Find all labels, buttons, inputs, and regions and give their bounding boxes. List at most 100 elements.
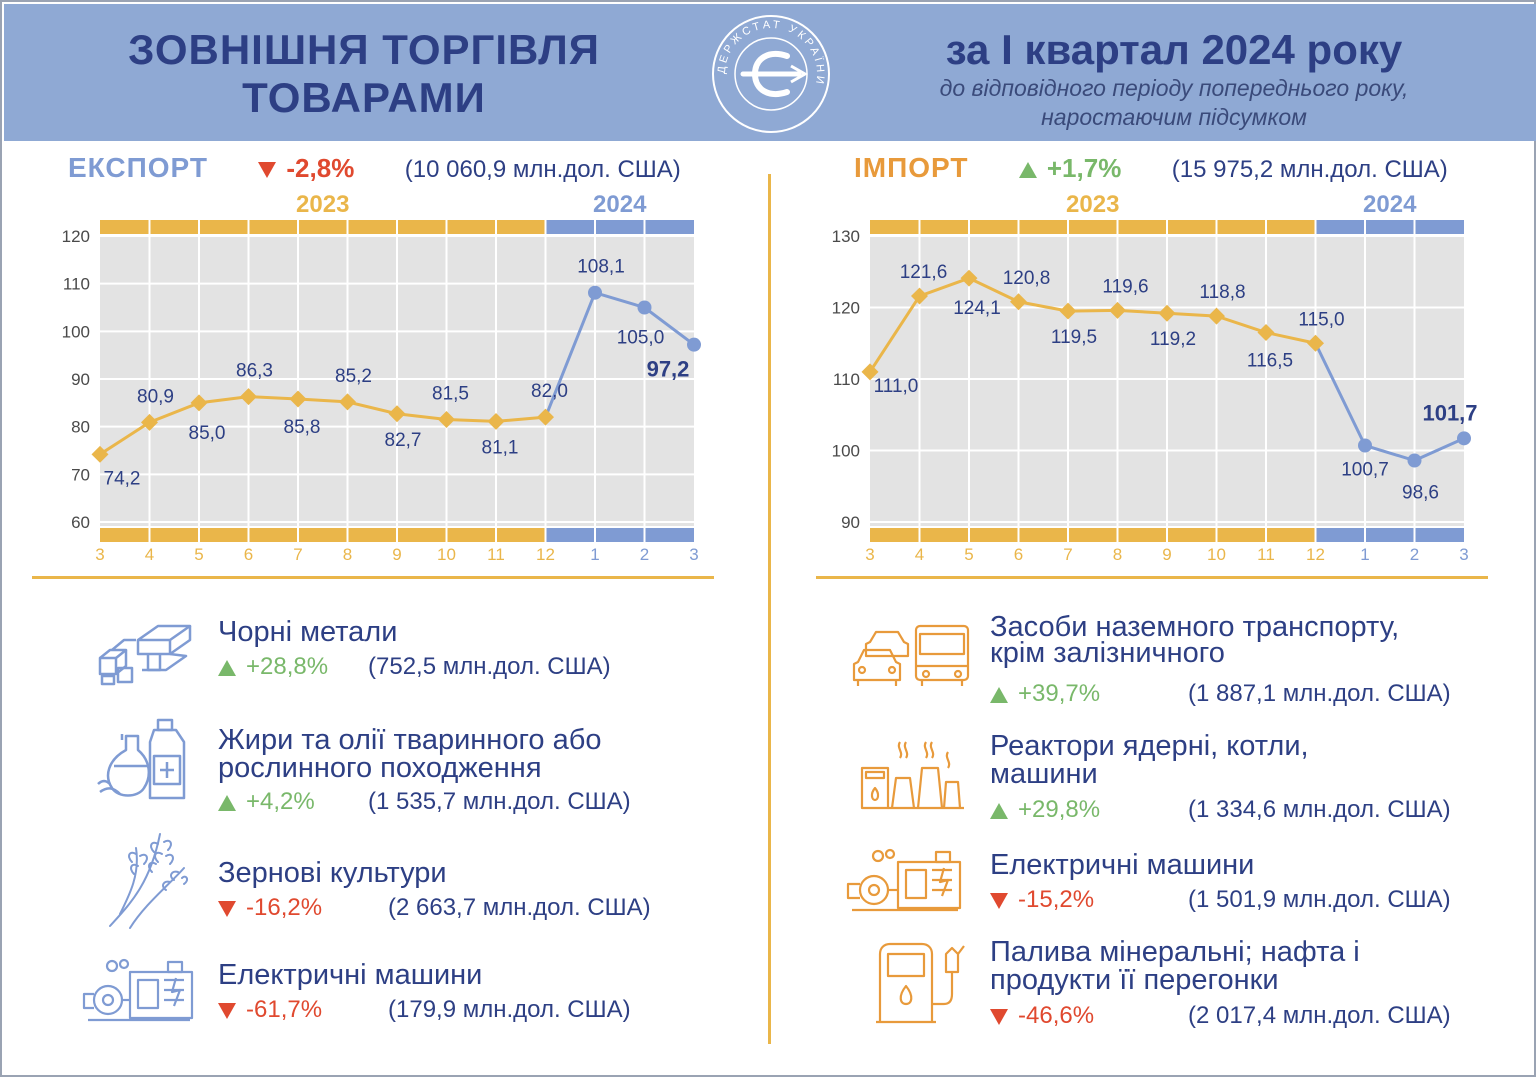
data-label: 100,7 [1341,459,1389,480]
import-header: ІМПОРТ +1,7% (15 975,2 млн.дол. США) [854,152,1448,184]
item-name: Засоби наземного транспорту, крім залізн… [990,611,1400,669]
y-tick-label: 80 [71,418,90,437]
data-point [339,393,356,411]
cars-bus-icon [852,624,970,686]
year-label-2023: 2023 [1066,191,1119,218]
export-change-value: -2,8% [286,153,355,183]
item-value: (1 535,7 млн.дол. США) [368,788,631,815]
data-label: 85,2 [335,366,372,387]
import-change: +1,7% [1018,153,1122,183]
y-tick-label: 120 [832,299,860,318]
period-subtitle: до відповідного періоду попереднього рок… [939,75,1409,130]
reactor-icon [860,741,964,810]
x-tick-label: 2 [1410,545,1419,564]
data-label: 82,0 [531,381,568,402]
data-label: 115,0 [1298,309,1344,330]
center-divider [768,174,771,1044]
item-change-value: +29,8% [1018,796,1101,823]
y-tick-label: 100 [832,442,860,461]
x-tick-label: 6 [244,545,253,564]
x-tick-label: 12 [1306,545,1325,564]
item-change: -61,7% [218,996,338,1024]
x-tick-label: 8 [1113,545,1122,564]
year-bar-2024-bottom [545,528,694,542]
item-value: (1 501,9 млн.дол. США) [1188,886,1451,913]
item-name: Електричні машини [990,849,1255,881]
down-arrow-icon [258,162,277,179]
item-value: (179,9 млн.дол. США) [388,996,631,1023]
import-value: (15 975,2 млн.дол. США) [1171,156,1448,183]
data-point [1407,453,1422,468]
year-label-2024: 2024 [593,191,647,218]
data-point [141,413,158,431]
y-tick-label: 110 [833,370,860,389]
series-line-2023 [868,276,1316,373]
item-value: (1 334,6 млн.дол. США) [1188,796,1451,823]
item-value: (2 017,4 млн.дол. США) [1188,1002,1451,1029]
y-tick-label: 120 [62,227,90,246]
data-point [438,411,455,429]
up-arrow-icon [990,802,1008,819]
import-title: ІМПОРТ [854,152,969,183]
data-point [1358,438,1372,453]
data-label: 118,8 [1199,282,1245,303]
item-name: Електричні машини [218,959,483,991]
y-tick-label: 110 [63,275,90,294]
data-point [289,390,307,408]
item-change-value: -16,2% [246,894,323,921]
export-divider [32,576,714,579]
period-title: за І квартал 2024 року [945,26,1403,73]
import-item-road-vehicles: Засоби наземного транспорту, крім залізн… [990,611,1510,708]
item-change-value: +4,2% [246,788,315,815]
import-change-value: +1,7% [1046,153,1122,183]
series-line-2024 [544,290,695,418]
down-arrow-icon [218,1002,236,1019]
export-item-grain: Зернові культури -16,2% (2 663,7 млн.дол.… [218,858,738,922]
x-tick-label: 7 [1063,545,1072,564]
data-point [588,285,602,300]
y-tick-label: 100 [62,322,90,341]
x-tick-label: 2 [640,545,649,564]
import-divider [816,576,1488,579]
item-name: Жири та олії тваринного або рослинного п… [218,724,602,784]
export-title: ЕКСПОРТ [68,152,208,183]
x-tick-label: 5 [194,545,203,564]
y-tick-label: 60 [71,513,90,532]
data-point [687,337,701,352]
data-label: 124,1 [953,298,1001,319]
data-point [960,269,978,287]
export-item-ferrous-metals: Чорні метали +28,8% (752,5 млн.дол. США) [218,617,738,681]
series-line-2024 [1314,342,1465,463]
x-tick-label: 3 [1459,545,1468,564]
down-arrow-icon [990,1008,1008,1025]
steel-beams-icon [98,624,192,686]
data-point [1010,293,1027,311]
x-tick-label: 11 [487,545,505,564]
x-tick-label: 10 [437,545,456,564]
item-value: (2 663,7 млн.дол. США) [388,894,651,921]
export-header: ЕКСПОРТ -2,8% (10 060,9 млн.дол. США) [68,152,681,184]
up-arrow-icon [1018,162,1037,179]
year-bar-2024-top [545,220,694,234]
import-item-mineral-fuels: Палива мінеральні; нафта і продукти її п… [990,938,1510,1030]
header-banner: ЗОВНІШНЯ ТОРГІВЛЯ ТОВАРАМИ ДЕРЖСТАТ УКРА… [4,4,1536,141]
import-item-reactors: Реактори ядерні, котли, машини +29,8% (1 … [990,732,1510,824]
data-point [190,394,208,412]
item-change: -15,2% [990,886,1110,914]
x-tick-label: 3 [95,545,104,564]
item-change: +28,8% [218,653,338,681]
data-label: 85,8 [284,417,321,438]
x-tick-label: 4 [145,545,154,564]
year-bar-2024-bottom [1315,528,1464,542]
item-change: +29,8% [990,796,1110,824]
item-change: +39,7% [990,680,1110,708]
x-tick-label: 3 [689,545,698,564]
up-arrow-icon [218,794,236,811]
data-label: 119,2 [1150,329,1196,350]
x-tick-label: 8 [343,545,352,564]
x-tick-label: 5 [964,545,973,564]
year-bar-2023-top [100,220,546,234]
data-label: 85,0 [189,423,226,444]
